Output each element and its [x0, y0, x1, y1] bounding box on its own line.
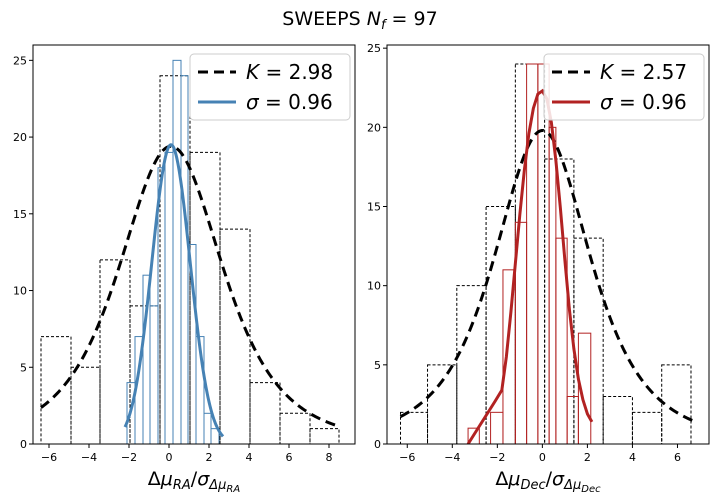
y-tick-label: 0	[20, 438, 27, 451]
narrow-fit-curve	[123, 143, 225, 438]
right-panel: −6 −4 −2 0 2 4 6 0 5 10 15 20 25 ΔμDec/σΔμDec K = 2.57…	[367, 42, 710, 495]
x-tick-label: −4	[444, 451, 460, 464]
x-tick-label: −6	[399, 451, 415, 464]
y-tick-label: 20	[13, 131, 27, 144]
x-tick-label: −2	[489, 451, 505, 464]
wide-fit-curve	[40, 144, 340, 428]
wide-hist-bar	[219, 228, 251, 444]
x-axis-label: ΔμDec/σΔμDec	[495, 468, 601, 495]
legend-label: K = 2.98	[246, 60, 333, 84]
x-tick-label: 2	[206, 451, 213, 464]
wide-hist-bar	[99, 259, 131, 444]
y-tick-label: 25	[13, 54, 27, 67]
y-tick-label: 0	[374, 438, 381, 451]
x-tick-label: 8	[326, 451, 333, 464]
wide-fit-curve	[399, 129, 699, 425]
legend: K = 2.98 σ = 0.96	[189, 53, 351, 121]
legend-label: σ = 0.96	[600, 90, 687, 114]
narrow-hist-bar	[195, 336, 205, 444]
y-tick-label: 15	[367, 201, 381, 214]
wide-hist-bar	[70, 366, 101, 444]
x-tick-label: 2	[584, 451, 591, 464]
wide-hist-bar	[129, 305, 161, 444]
wide-hist-bar	[159, 75, 191, 444]
x-axis-label: ΔμRA/σΔμRA	[148, 468, 241, 495]
narrow-hist-bar	[566, 396, 579, 444]
y-tick-label: 25	[367, 42, 381, 55]
x-tick-label: −4	[81, 451, 97, 464]
wide-hist-bar	[309, 428, 340, 444]
wide-hist-bar	[40, 336, 72, 444]
legend-label: K = 2.57	[600, 60, 687, 84]
narrow-hist-bar	[164, 151, 174, 444]
y-tick-label: 5	[374, 359, 381, 372]
wide-hist-bar	[279, 412, 311, 444]
plot-area	[399, 63, 699, 444]
legend: K = 2.57 σ = 0.96	[543, 53, 705, 121]
x-tick-label: 4	[246, 451, 253, 464]
legend-label: σ = 0.96	[246, 90, 333, 114]
narrow-hist-bar	[537, 63, 550, 444]
x-tick-label: 6	[286, 451, 293, 464]
narrow-hist-bar	[149, 305, 159, 444]
wide-hist-bar	[427, 364, 458, 444]
wide-hist-bar	[631, 411, 663, 444]
x-tick-label: 4	[629, 451, 636, 464]
wide-hist-bar	[400, 411, 429, 444]
y-tick-label: 10	[367, 280, 381, 293]
narrow-hist-bar	[172, 59, 182, 444]
narrow-fit-curve	[466, 88, 594, 444]
narrow-hist-bar	[548, 126, 557, 444]
x-tick-label: 6	[674, 451, 681, 464]
axes-frame	[32, 44, 356, 445]
x-tick-label: −6	[41, 451, 57, 464]
x-tick-label: −2	[121, 451, 137, 464]
figure-title: SWEEPS Nf = 97	[282, 8, 437, 33]
x-tick-label: 0	[539, 451, 546, 464]
axes-frame	[386, 44, 710, 445]
narrow-hist-bar	[203, 412, 212, 444]
narrow-hist-bar	[180, 75, 189, 444]
y-tick-label: 5	[20, 361, 27, 374]
x-tick-label: 0	[166, 451, 173, 464]
left-panel: −6 −4 −2 0 2 4 6 8 0 5 10 15 20 25 ΔμRA/σΔμRA K = 2.98 σ…	[13, 44, 356, 495]
plot-area	[40, 59, 340, 444]
y-tick-label: 20	[367, 121, 381, 134]
narrow-hist-bar	[490, 411, 504, 444]
wide-hist-bar	[661, 364, 692, 444]
wide-hist-bar	[249, 382, 281, 444]
wide-hist-bar	[602, 396, 633, 444]
y-tick-label: 10	[13, 285, 27, 298]
y-tick-label: 15	[13, 208, 27, 221]
